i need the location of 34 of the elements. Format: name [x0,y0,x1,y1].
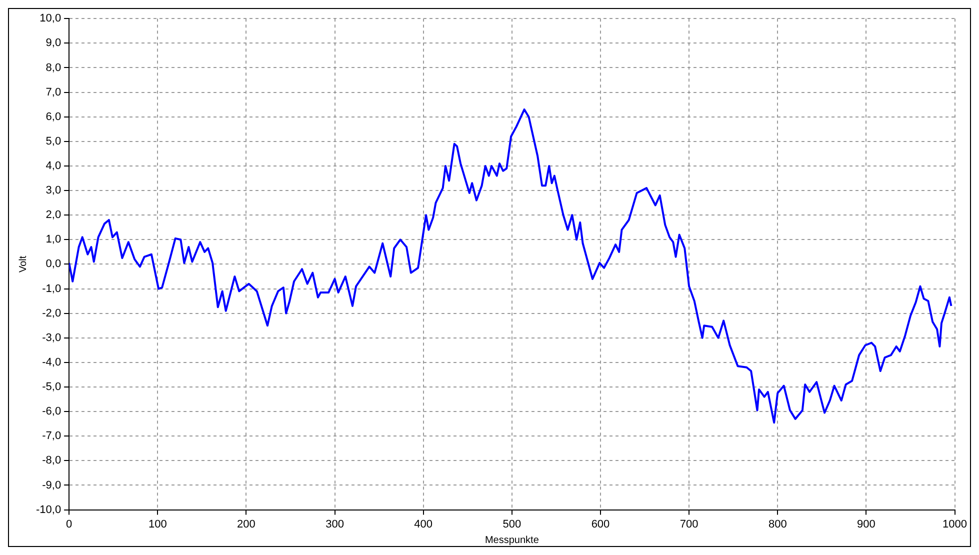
y-tick-label: 2,0 [46,209,62,222]
y-tick-label: -3,0 [42,332,62,344]
y-tick-label: 5,0 [46,135,62,148]
y-tick-label: 4,0 [46,160,62,172]
y-tick-label: -7,0 [42,430,62,442]
x-tick-label: 400 [414,518,433,530]
y-tick-label: 9,0 [46,37,62,50]
y-tick-label: 7,0 [46,86,62,98]
y-tick-label: -4,0 [42,356,62,368]
x-tick-label: 600 [591,518,610,530]
y-tick-label: 3,0 [46,184,62,197]
x-tick-label: 1000 [942,518,968,530]
y-tick-label: -5,0 [42,381,62,394]
y-tick-label: -2,0 [42,307,62,320]
x-axis-title: Messpunkte [484,534,540,546]
y-tick-label: -6,0 [42,406,62,418]
x-tick-label: 700 [680,518,698,530]
y-tick-label: 8,0 [46,62,62,74]
x-tick-label: 800 [768,518,787,530]
y-axis-title: Volt [18,256,29,273]
y-tick-label: 6,0 [46,110,62,123]
y-tick-label: 1,0 [46,234,62,246]
y-tick-label: -10,0 [36,504,62,516]
x-tick-label: 200 [237,518,256,530]
y-tick-label: 0,0 [46,258,62,270]
x-tick-label: 0 [66,518,72,530]
x-tick-label: 900 [857,518,876,530]
y-tick-label: -9,0 [42,479,62,492]
x-tick-label: 300 [326,518,344,530]
x-tick-label: 500 [502,518,522,530]
x-tick-label: 100 [148,518,167,530]
y-tick-label: 10,0 [40,12,62,25]
y-tick-label: -8,0 [42,454,62,467]
y-tick-label: -1,0 [42,282,62,295]
